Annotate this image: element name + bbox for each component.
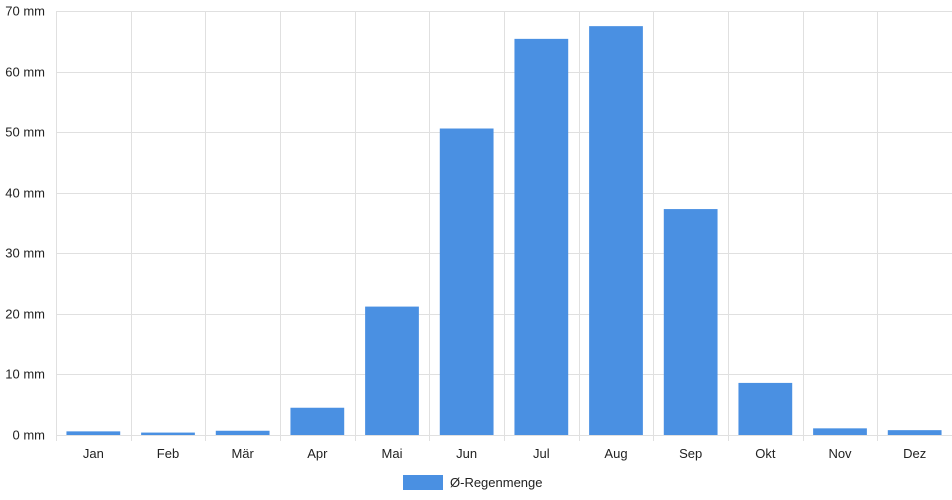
y-tick-label: 60 mm <box>5 65 45 80</box>
y-tick-label: 10 mm <box>5 367 45 382</box>
bar-aug[interactable] <box>589 26 643 436</box>
y-tick-label: 40 mm <box>5 186 45 201</box>
bar-apr[interactable] <box>290 407 345 435</box>
x-tick-label: Jan <box>83 446 104 461</box>
bar-mai[interactable] <box>365 306 419 435</box>
y-tick-label: 50 mm <box>5 125 45 140</box>
bar-okt[interactable] <box>738 382 793 435</box>
bar-dez[interactable] <box>887 430 942 435</box>
x-tick-label: Nov <box>828 446 852 461</box>
y-tick-label: 30 mm <box>5 246 45 261</box>
bars <box>66 26 942 436</box>
bar-sep[interactable] <box>663 209 718 435</box>
x-tick-label: Aug <box>604 446 627 461</box>
x-tick-label: Jun <box>456 446 477 461</box>
bar-jan[interactable] <box>66 431 121 435</box>
bar-jun[interactable] <box>439 128 494 435</box>
y-tick-label: 70 mm <box>5 4 45 19</box>
y-axis-tick-labels: 0 mm 10 mm 20 mm 30 mm 40 mm 50 mm 60 mm 70 mm <box>5 4 45 443</box>
x-tick-label: Okt <box>755 446 776 461</box>
bar-nov[interactable] <box>813 428 867 435</box>
x-tick-label: Sep <box>679 446 702 461</box>
x-tick-label: Feb <box>157 446 179 461</box>
x-tick-label: Apr <box>307 446 328 461</box>
y-tick-label: 0 mm <box>13 428 46 443</box>
grid-lines <box>56 11 952 441</box>
x-axis-tick-labels: Jan Feb Mär Apr Mai Jun Jul Aug Sep Okt Nov Dez <box>83 446 926 461</box>
bar-jul[interactable] <box>514 38 569 436</box>
x-tick-label: Jul <box>533 446 550 461</box>
bar-mär[interactable] <box>215 430 270 435</box>
legend[interactable]: Ø-Regenmenge <box>403 475 543 490</box>
bar-feb[interactable] <box>141 432 195 435</box>
y-tick-label: 20 mm <box>5 307 45 322</box>
legend-label[interactable]: Ø-Regenmenge <box>450 475 543 490</box>
x-tick-label: Mai <box>382 446 403 461</box>
legend-swatch[interactable] <box>403 475 443 490</box>
x-tick-label: Dez <box>903 446 926 461</box>
x-tick-label: Mär <box>231 446 254 461</box>
